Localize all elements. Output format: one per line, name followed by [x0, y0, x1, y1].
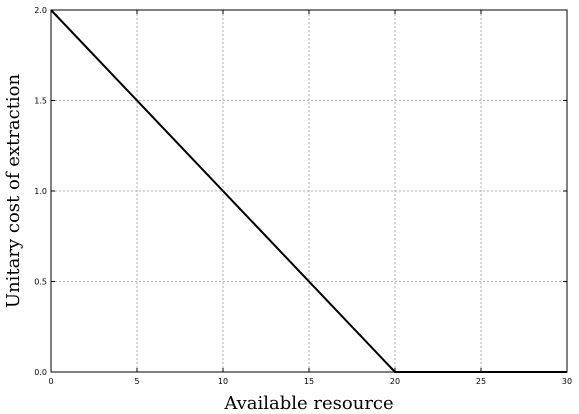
ticks: 0 5 10 15 20 25 30 0.0 0.5 1.0 1.5 2.0 — [34, 6, 572, 386]
y-tick-label: 0.0 — [34, 368, 47, 377]
x-tick-label: 10 — [218, 377, 228, 386]
x-tick-label: 5 — [134, 377, 139, 386]
x-tick-label: 25 — [476, 377, 486, 386]
grid-lines — [50, 9, 568, 373]
x-tick-label: 0 — [48, 377, 53, 386]
x-tick-label: 30 — [562, 377, 572, 386]
x-axis-title: Available resource — [223, 393, 393, 414]
y-axis-title: Unitary cost of extraction — [3, 74, 24, 309]
y-tick-label: 0.5 — [34, 278, 47, 287]
y-tick-label: 1.5 — [34, 97, 47, 106]
y-tick-label: 2.0 — [34, 6, 47, 15]
y-tick-label: 1.0 — [34, 187, 47, 196]
x-tick-label: 15 — [304, 377, 314, 386]
x-tick-label: 20 — [390, 377, 400, 386]
